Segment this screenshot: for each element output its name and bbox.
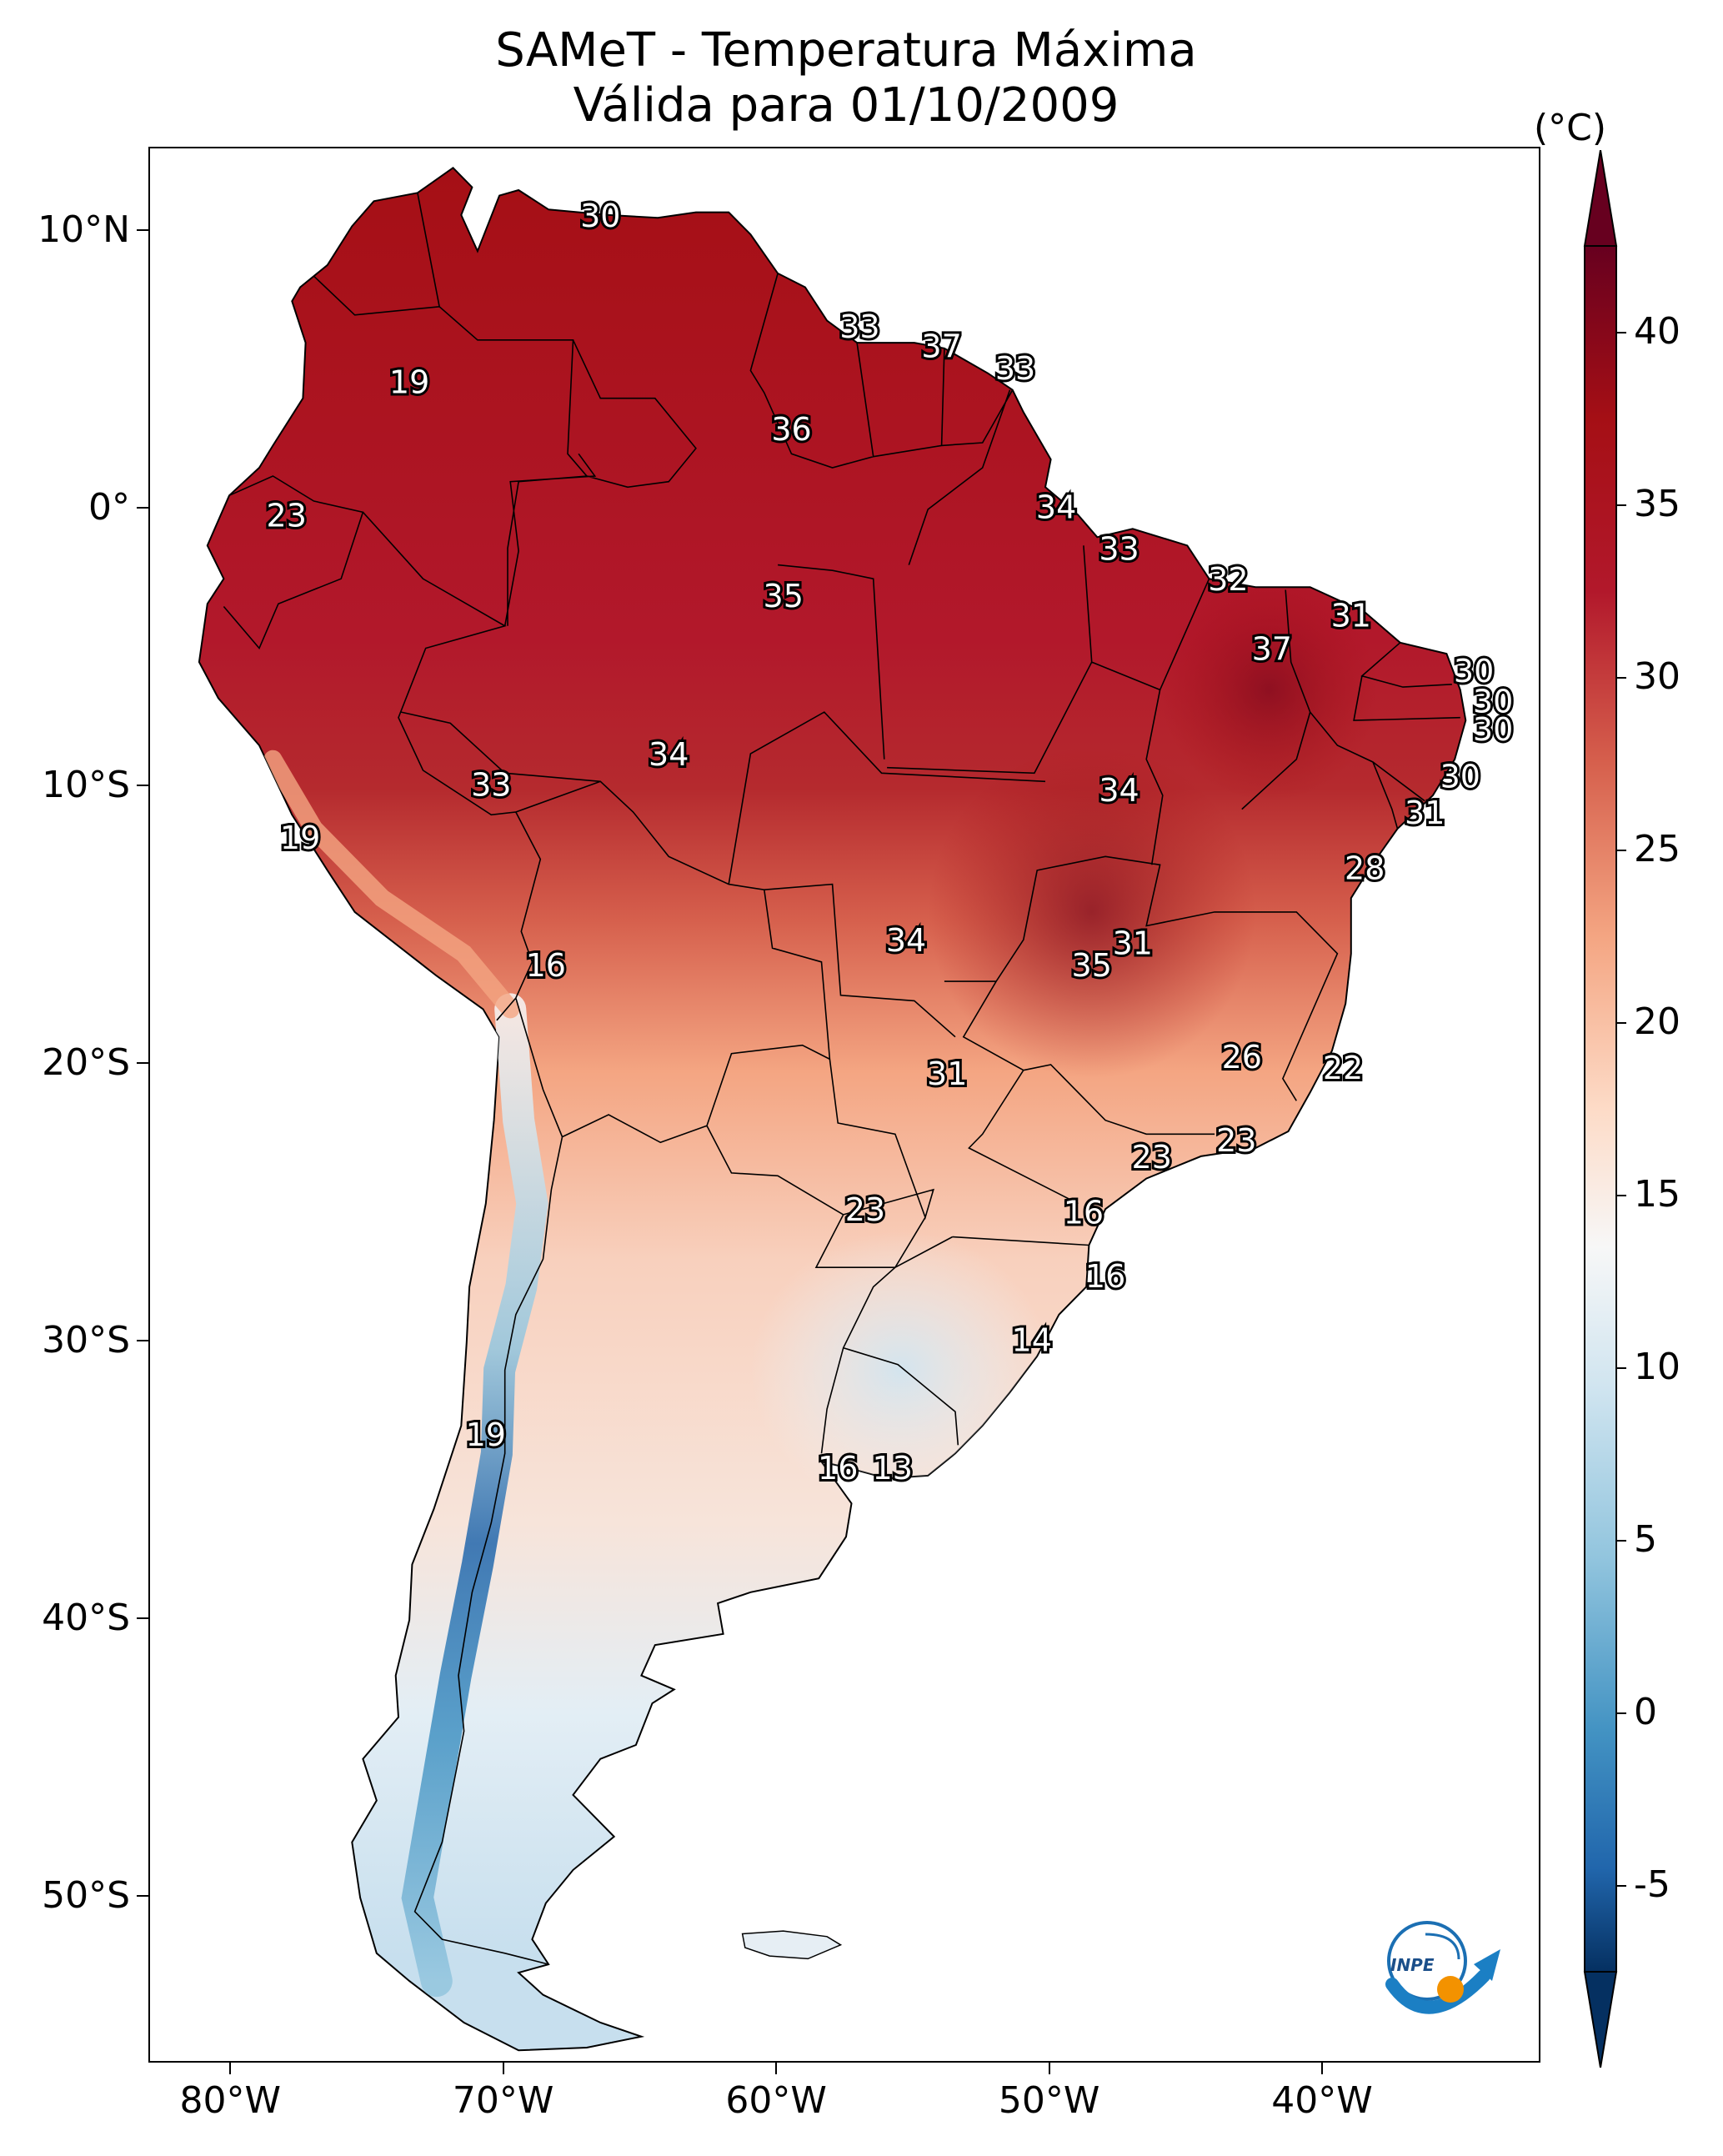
lat-tick [137, 1617, 148, 1620]
continent-shape [198, 166, 1467, 2052]
map-panel[interactable]: 30 19 33 37 33 36 23 34 33 35 32 31 37 30 30 30 34 33 34 30… [148, 147, 1540, 2063]
lat-tick [137, 506, 148, 509]
contour-label: 31 [1405, 795, 1445, 831]
contour-label: 26 [1222, 1039, 1262, 1075]
lat-label: 50°S [42, 1874, 130, 1918]
lon-tick [775, 2063, 778, 2074]
contour-label: 33 [471, 767, 511, 804]
contour-label: 34 [886, 922, 926, 959]
contour-label: 30 [1473, 711, 1513, 748]
lat-tick [137, 1062, 148, 1065]
lon-label: 40°W [1271, 2079, 1373, 2122]
contour-label: 14 [1012, 1322, 1052, 1359]
contour-label: 23 [267, 497, 307, 534]
colorbar-tick-label: 35 [1634, 482, 1680, 525]
colorbar-tick [1616, 1194, 1626, 1196]
colorbar-unit: (°C) [1534, 107, 1607, 149]
contour-label: 30 [1473, 684, 1513, 720]
contour-label: 36 [771, 411, 811, 448]
contour-label: 34 [1099, 772, 1139, 809]
colorbar-tick-label: 15 [1634, 1172, 1680, 1216]
logo-text: INPE [1390, 1955, 1435, 1975]
contour-label: 30 [1454, 653, 1494, 689]
contour-label: 13 [873, 1450, 913, 1487]
lon-label: 60°W [725, 2079, 827, 2122]
contour-label: 19 [389, 364, 429, 401]
colorbar-tick [1616, 1884, 1626, 1887]
contour-label: 31 [1113, 925, 1153, 961]
lon-label: 50°W [998, 2079, 1100, 2122]
contour-label: 23 [845, 1191, 885, 1228]
lat-tick [137, 1895, 148, 1898]
colorbar-tick [1616, 1021, 1626, 1024]
contour-label: 16 [818, 1450, 858, 1487]
lat-tick [137, 1340, 148, 1342]
contour-label: 28 [1345, 850, 1385, 886]
contour-label: 37 [1252, 630, 1292, 667]
contour-label: 19 [466, 1416, 506, 1453]
contour-label: 37 [921, 328, 961, 364]
colorbar-max-extend [1583, 150, 1618, 247]
lon-tick [1321, 2063, 1324, 2074]
lat-label: 30°S [42, 1319, 130, 1362]
colorbar-tick-label: 30 [1634, 654, 1680, 698]
contour-label: 33 [995, 350, 1035, 387]
lat-tick [137, 785, 148, 786]
contour-label: 30 [580, 198, 620, 234]
lat-label: 40°S [42, 1597, 130, 1640]
colorbar-gradient [1584, 245, 1617, 1973]
colorbar-tick [1616, 331, 1626, 333]
colorbar-tick-label: 40 [1634, 309, 1680, 353]
title-line-2: Válida para 01/10/2009 [573, 78, 1119, 133]
chart-title: SAMeT - Temperatura Máxima Válida para 0… [150, 23, 1542, 133]
contour-label: 34 [1036, 489, 1076, 526]
lat-label: 0° [88, 485, 130, 529]
colorbar-tick [1616, 1712, 1626, 1714]
contour-label: 34 [649, 736, 689, 773]
colorbar-tick [1616, 676, 1626, 679]
colorbar-tick-label: 20 [1634, 1000, 1680, 1043]
lat-label: 10°S [42, 764, 130, 806]
contour-label: 31 [927, 1055, 967, 1092]
lat-label: 10°N [38, 208, 130, 251]
inpe-logo: INPE [1385, 1921, 1500, 2014]
colorbar-min-extend [1583, 1971, 1618, 2068]
colorbar-tick-label: 25 [1634, 827, 1680, 870]
colorbar-tick-label: 10 [1634, 1345, 1680, 1388]
colorbar [1583, 150, 1618, 2068]
contour-label: 23 [1216, 1122, 1256, 1159]
contour-label: 30 [1440, 759, 1480, 795]
lon-tick [229, 2063, 232, 2074]
lon-label: 80°W [179, 2079, 281, 2122]
contour-label: 19 [280, 820, 320, 856]
colorbar-tick-label: 5 [1634, 1517, 1657, 1561]
contour-label: 31 [1331, 597, 1371, 634]
contour-label: 35 [764, 578, 804, 614]
lon-label: 70°W [452, 2079, 554, 2122]
contour-label: 16 [1085, 1258, 1125, 1295]
contour-label: 33 [1099, 530, 1139, 567]
title-line-1: SAMeT - Temperatura Máxima [495, 23, 1197, 78]
contour-label: 22 [1323, 1050, 1363, 1086]
lat-label: 20°S [42, 1041, 130, 1085]
colorbar-tick [1616, 1539, 1626, 1542]
contour-label: 23 [1132, 1139, 1172, 1176]
contour-label: 32 [1208, 561, 1248, 598]
contour-label: 33 [839, 308, 879, 345]
colorbar-tick [1616, 849, 1626, 851]
contour-label: 35 [1072, 947, 1112, 984]
colorbar-tick [1616, 504, 1626, 506]
contour-label: 16 [526, 947, 566, 984]
lat-tick [137, 228, 148, 231]
colorbar-tick-label: 0 [1634, 1690, 1657, 1733]
contour-label: 16 [1064, 1194, 1104, 1231]
colorbar-tick [1616, 1366, 1626, 1369]
lon-tick [1048, 2063, 1050, 2074]
colorbar-tick-label: -5 [1634, 1863, 1670, 1906]
lon-tick [502, 2063, 504, 2074]
